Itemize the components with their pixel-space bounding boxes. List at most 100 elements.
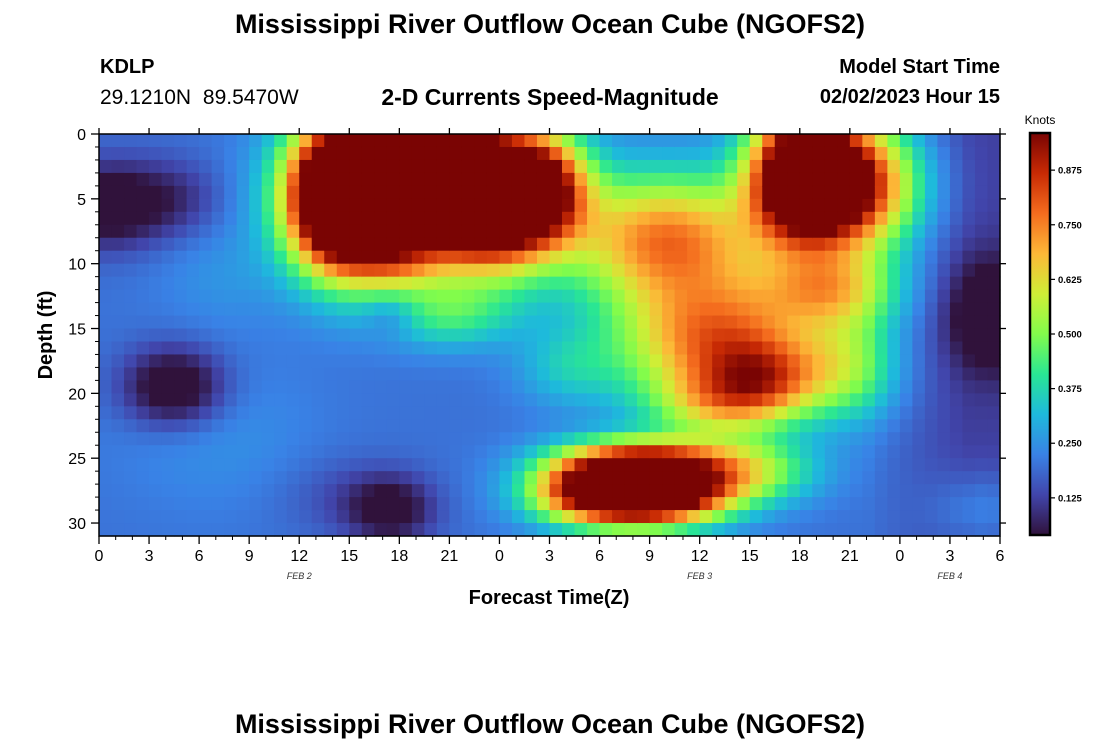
heatmap-cell (236, 484, 250, 498)
heatmap-cell (637, 315, 651, 330)
heatmap-cell (111, 211, 125, 226)
heatmap-cell (699, 250, 713, 265)
heatmap-cell (837, 393, 851, 407)
heatmap-cell (949, 484, 964, 498)
heatmap-cell (837, 354, 851, 369)
heatmap-cell (724, 224, 738, 239)
heatmap-cell (624, 328, 638, 343)
heatmap-cell (374, 510, 388, 524)
heatmap-cell (799, 302, 813, 317)
heatmap-cell (762, 458, 776, 472)
heatmap-cell (474, 263, 488, 278)
heatmap-cell (912, 276, 926, 291)
heatmap-cell (699, 263, 713, 278)
heatmap-cell (724, 185, 738, 200)
heatmap-cell (311, 159, 325, 174)
heatmap-cell (449, 146, 463, 161)
heatmap-cell (949, 250, 964, 265)
heatmap-cell (724, 458, 738, 472)
heatmap-cell (274, 510, 288, 524)
heatmap-cell (712, 458, 726, 472)
heatmap-cell (486, 419, 501, 433)
heatmap-cell (124, 134, 138, 148)
heatmap-cell (399, 159, 413, 174)
x-tick-label: 6 (595, 548, 604, 565)
heatmap-cell (311, 497, 325, 511)
heatmap-cell (812, 172, 826, 187)
heatmap-cell (974, 497, 989, 511)
heatmap-cell (286, 263, 300, 278)
heatmap-cell (349, 393, 363, 407)
heatmap-cell (774, 354, 788, 369)
heatmap-cell (687, 341, 701, 356)
heatmap-cell (274, 484, 288, 498)
heatmap-cell (549, 341, 563, 356)
heatmap-cell (411, 523, 425, 537)
heatmap-cell (812, 237, 826, 252)
heatmap-cell (949, 172, 964, 187)
heatmap-cell (186, 328, 200, 343)
heatmap-cell (574, 237, 588, 252)
heatmap-cell (662, 484, 676, 498)
heatmap-cell (799, 484, 813, 498)
heatmap-cell (524, 419, 538, 433)
heatmap-cell (399, 237, 413, 252)
heatmap-cell (762, 484, 776, 498)
heatmap-cell (474, 302, 488, 317)
heatmap-cell (336, 380, 350, 394)
heatmap-cell (949, 419, 964, 433)
heatmap-cell (599, 328, 613, 343)
heatmap-cell (849, 354, 863, 369)
heatmap-cell (762, 263, 776, 278)
heatmap-cell (787, 315, 801, 330)
heatmap-cell (149, 185, 163, 200)
heatmap-cell (862, 380, 876, 394)
heatmap-cell (311, 432, 325, 446)
heatmap-cell (211, 510, 225, 524)
heatmap-cell (374, 354, 388, 369)
heatmap-cell (224, 159, 238, 174)
heatmap-cell (549, 146, 563, 161)
heatmap-cell (562, 185, 576, 200)
heatmap-cell (549, 484, 563, 498)
heatmap-cell (624, 276, 638, 291)
heatmap-cell (724, 380, 738, 394)
heatmap-cell (662, 276, 676, 291)
heatmap-cell (386, 523, 400, 537)
heatmap-cell (511, 134, 526, 148)
heatmap-cell (324, 419, 338, 433)
heatmap-cell (361, 250, 375, 265)
heatmap-cell (399, 146, 413, 161)
heatmap-cell (962, 367, 976, 381)
heatmap-cell (299, 289, 313, 304)
heatmap-cell (862, 419, 876, 433)
bottom-chart-title: Mississippi River Outflow Ocean Cube (NG… (234, 709, 866, 739)
heatmap-cell (299, 328, 313, 343)
heatmap-cell (937, 328, 951, 343)
heatmap-cell (374, 484, 388, 498)
heatmap-cell (837, 224, 851, 239)
heatmap-cell (211, 185, 225, 200)
heatmap-cell (461, 276, 476, 291)
heatmap-cell (99, 237, 113, 252)
heatmap-cell (799, 146, 813, 161)
heatmap-cell (637, 302, 651, 317)
heatmap-cell (186, 250, 200, 265)
heatmap-cell (724, 432, 738, 446)
heatmap-cell (637, 406, 651, 420)
heatmap-cell (699, 380, 713, 394)
heatmap-cell (549, 172, 563, 187)
heatmap-cell (924, 250, 939, 265)
heatmap-cell (699, 237, 713, 252)
heatmap-cell (311, 523, 325, 537)
heatmap-cell (674, 134, 688, 148)
heatmap-cell (399, 432, 413, 446)
heatmap-cell (311, 406, 325, 420)
heatmap-cell (862, 185, 876, 200)
heatmap-cell (174, 510, 188, 524)
heatmap-cell (111, 380, 125, 394)
heatmap-cell (436, 471, 450, 485)
heatmap-cell (461, 185, 476, 200)
heatmap-cell (612, 289, 626, 304)
heatmap-cell (949, 406, 964, 420)
